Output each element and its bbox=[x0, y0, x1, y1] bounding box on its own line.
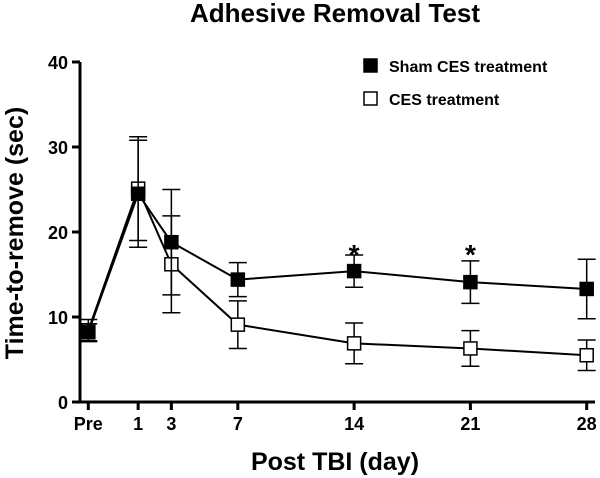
y-tick-label: 0 bbox=[58, 393, 68, 413]
series-ces bbox=[79, 136, 596, 372]
x-tick-label: 14 bbox=[344, 414, 364, 434]
chart-title: Adhesive Removal Test bbox=[190, 0, 480, 28]
x-tick-label: 7 bbox=[233, 414, 243, 434]
legend-label-ces: CES treatment bbox=[389, 92, 500, 109]
plot-area: 0 10 20 30 40 Pre 1 3 7 14 21 28 * * Sham CES treatmen… bbox=[48, 53, 597, 434]
data-point bbox=[230, 272, 246, 287]
y-tick-label: 20 bbox=[48, 223, 68, 243]
data-point bbox=[346, 263, 362, 279]
data-point bbox=[579, 348, 594, 363]
data-point bbox=[346, 336, 362, 351]
data-point bbox=[230, 317, 246, 332]
y-tick-label: 10 bbox=[48, 308, 68, 328]
data-point bbox=[164, 234, 179, 250]
data-point bbox=[463, 274, 478, 290]
x-tick-label: 3 bbox=[166, 414, 176, 434]
series-sham-ces bbox=[79, 139, 596, 342]
legend-label-sham-ces: Sham CES treatment bbox=[389, 59, 548, 76]
x-axis-title: Post TBI (day) bbox=[251, 448, 419, 476]
series-line bbox=[87, 191, 587, 333]
data-point bbox=[130, 186, 146, 201]
x-tick-label: 1 bbox=[133, 414, 143, 434]
y-axis-title: Time-to-remove (sec) bbox=[1, 107, 29, 359]
legend-marker-sham-ces bbox=[363, 58, 378, 73]
legend-marker-ces bbox=[363, 91, 378, 106]
x-tick-label: Pre bbox=[74, 414, 103, 434]
data-point bbox=[81, 325, 96, 340]
data-point bbox=[579, 281, 594, 297]
x-tick-label: 28 bbox=[577, 414, 597, 434]
y-tick-label: 30 bbox=[48, 138, 68, 158]
legend: Sham CES treatment CES treatment bbox=[363, 58, 548, 109]
y-tick-label: 40 bbox=[48, 53, 68, 73]
significance-asterisk: * bbox=[349, 239, 360, 270]
x-tick-label: 21 bbox=[460, 414, 480, 434]
data-point bbox=[463, 341, 478, 356]
significance-asterisk: * bbox=[465, 239, 476, 270]
